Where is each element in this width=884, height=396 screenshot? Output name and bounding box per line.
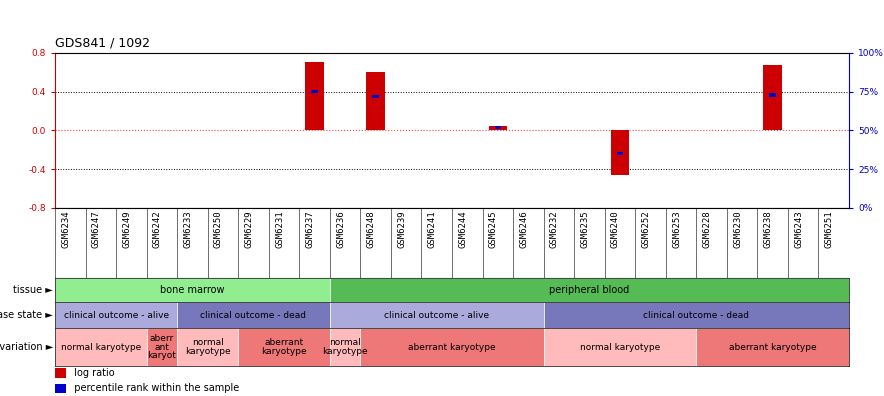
Bar [305, 62, 324, 131]
Bar [489, 126, 507, 131]
Text: aberr
ant
karyot: aberr ant karyot [148, 334, 176, 360]
Text: aberrant karyotype: aberrant karyotype [728, 343, 817, 352]
Bar [611, 131, 629, 175]
Text: GSM6235: GSM6235 [581, 210, 590, 248]
Text: GSM6238: GSM6238 [764, 210, 773, 248]
Bar [238, 328, 330, 366]
Bar [372, 95, 379, 98]
Bar [495, 126, 501, 129]
Text: disease state ►: disease state ► [0, 310, 53, 320]
Text: GSM6245: GSM6245 [489, 210, 498, 248]
Bar [330, 278, 849, 302]
Bar [55, 278, 330, 302]
Text: GSM6233: GSM6233 [183, 210, 193, 248]
Text: normal
karyotype: normal karyotype [185, 338, 231, 356]
Bar [769, 93, 776, 97]
Text: clinical outcome - dead: clinical outcome - dead [644, 310, 750, 320]
Text: GSM6249: GSM6249 [122, 210, 132, 248]
Bar [55, 328, 147, 366]
Text: GSM6234: GSM6234 [61, 210, 70, 248]
Text: aberrant karyotype: aberrant karyotype [408, 343, 496, 352]
Bar [147, 328, 177, 366]
Bar [764, 65, 781, 131]
Text: GSM6250: GSM6250 [214, 210, 223, 248]
Bar [311, 90, 317, 93]
Text: GSM6244: GSM6244 [458, 210, 468, 248]
Text: GSM6231: GSM6231 [275, 210, 284, 248]
Text: GSM6246: GSM6246 [519, 210, 529, 248]
Bar [177, 328, 238, 366]
Text: tissue ►: tissue ► [13, 285, 53, 295]
Text: GSM6241: GSM6241 [428, 210, 437, 248]
Text: clinical outcome - dead: clinical outcome - dead [201, 310, 307, 320]
Text: GSM6247: GSM6247 [92, 210, 101, 248]
Text: GSM6251: GSM6251 [825, 210, 834, 248]
Text: normal karyotype: normal karyotype [580, 343, 660, 352]
Text: aberrant
karyotype: aberrant karyotype [262, 338, 307, 356]
Text: normal
karyotype: normal karyotype [323, 338, 368, 356]
Text: GSM6229: GSM6229 [245, 210, 254, 248]
Text: GDS841 / 1092: GDS841 / 1092 [55, 37, 150, 50]
Text: GSM6252: GSM6252 [642, 210, 651, 248]
Text: GSM6232: GSM6232 [550, 210, 559, 248]
Bar [617, 152, 623, 156]
Bar [55, 302, 177, 328]
Text: GSM6239: GSM6239 [397, 210, 406, 248]
Text: GSM6242: GSM6242 [153, 210, 162, 248]
Text: GSM6230: GSM6230 [733, 210, 742, 248]
Text: GSM6243: GSM6243 [794, 210, 804, 248]
Bar [544, 302, 849, 328]
Text: GSM6240: GSM6240 [611, 210, 620, 248]
Bar [330, 302, 544, 328]
Text: normal karyotype: normal karyotype [61, 343, 141, 352]
Bar [544, 328, 697, 366]
Text: log ratio: log ratio [68, 368, 115, 378]
Text: GSM6253: GSM6253 [672, 210, 681, 248]
Text: clinical outcome - alive: clinical outcome - alive [385, 310, 489, 320]
Text: clinical outcome - alive: clinical outcome - alive [64, 310, 169, 320]
Text: GSM6237: GSM6237 [306, 210, 315, 248]
Text: peripheral blood: peripheral blood [549, 285, 629, 295]
Bar [177, 302, 330, 328]
Bar [330, 328, 361, 366]
Text: GSM6248: GSM6248 [367, 210, 376, 248]
Text: GSM6236: GSM6236 [336, 210, 345, 248]
Bar [367, 72, 385, 131]
Text: bone marrow: bone marrow [160, 285, 225, 295]
Text: genotype/variation ►: genotype/variation ► [0, 342, 53, 352]
Text: percentile rank within the sample: percentile rank within the sample [68, 383, 240, 393]
Bar [361, 328, 544, 366]
Bar [697, 328, 849, 366]
Text: GSM6228: GSM6228 [703, 210, 712, 248]
